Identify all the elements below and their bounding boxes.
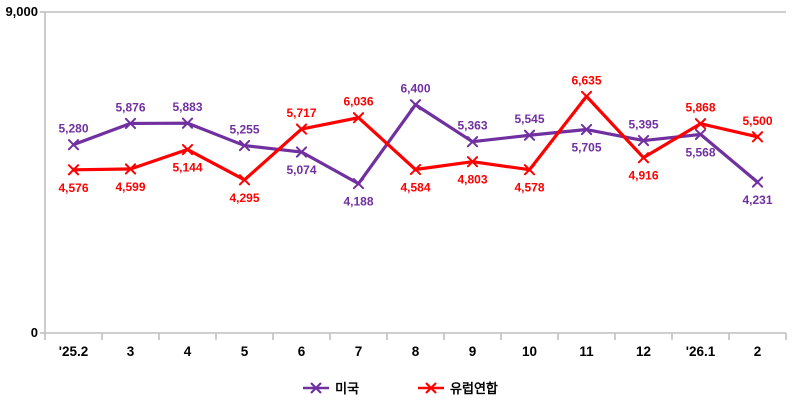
data-label: 4,584 [400, 181, 430, 195]
x-axis-tick-label: '25.2 [59, 344, 89, 359]
x-marker-icon [694, 128, 707, 141]
x-marker-icon [238, 174, 251, 186]
x-axis-tick-label: 9 [469, 344, 477, 359]
legend-label: 유럽연합 [450, 381, 498, 396]
x-axis-tick-label: 12 [636, 344, 651, 359]
x-marker-icon [181, 117, 194, 129]
x-marker-icon [523, 129, 536, 141]
data-label: 5,868 [685, 101, 715, 115]
data-label: 5,144 [172, 161, 202, 175]
data-label: 4,576 [58, 181, 88, 195]
data-label: 5,883 [172, 100, 202, 114]
x-axis-tick-label: 7 [355, 344, 363, 359]
x-axis-tick-label: 11 [579, 344, 594, 359]
x-axis-tick-label: 10 [522, 344, 537, 359]
x-marker-icon [466, 156, 479, 168]
x-axis-tick-label: '26.1 [686, 344, 716, 359]
x-marker-icon [295, 123, 308, 135]
legend-item-1: 유럽연합 [417, 378, 498, 397]
y-axis-tick-label-max: 9,000 [5, 4, 38, 19]
x-marker-icon [523, 164, 536, 176]
data-label: 4,231 [742, 193, 772, 207]
legend-x-marker-icon [418, 381, 445, 394]
data-label: 4,578 [514, 181, 544, 195]
data-label: 6,635 [571, 73, 601, 87]
x-axis-tick-label: 4 [184, 344, 192, 359]
data-label: 5,717 [286, 106, 316, 120]
data-label: 5,545 [514, 112, 544, 126]
legend-x-marker-icon [303, 381, 330, 394]
x-marker-icon [124, 163, 137, 175]
x-marker-icon [637, 152, 650, 164]
x-marker-icon [580, 90, 593, 102]
data-label: 4,916 [628, 169, 658, 183]
x-axis-tick-label: 6 [298, 344, 306, 359]
x-axis-tick-label: 3 [127, 344, 135, 359]
x-marker-icon [751, 176, 764, 188]
data-label: 4,295 [229, 191, 259, 205]
x-marker-icon [466, 136, 479, 148]
data-label: 5,876 [115, 100, 145, 114]
y-axis-tick-label-min: 0 [30, 325, 38, 340]
x-marker-icon [181, 143, 194, 156]
data-label: 4,599 [115, 180, 145, 194]
x-marker-icon [580, 123, 593, 136]
data-label: 5,363 [457, 119, 487, 133]
data-label: 6,400 [400, 82, 430, 96]
x-marker-icon [352, 178, 365, 190]
x-marker-icon [751, 131, 764, 143]
x-marker-icon [409, 99, 422, 111]
data-label: 5,395 [628, 118, 658, 132]
data-label: 4,188 [343, 195, 373, 209]
data-label: 5,568 [685, 145, 715, 159]
legend-label: 미국 [335, 381, 360, 396]
legend: 미국 유럽연합 [0, 378, 800, 397]
data-label: 5,280 [58, 122, 88, 136]
x-axis-tick-label: 8 [412, 344, 420, 359]
x-marker-icon [67, 139, 80, 151]
data-label: 5,705 [571, 141, 601, 155]
x-marker-icon [238, 139, 251, 152]
x-marker-icon [352, 112, 365, 124]
x-marker-icon [67, 164, 80, 176]
x-marker-icon [124, 117, 137, 130]
x-marker-icon [295, 146, 308, 158]
legend-item-0: 미국 [302, 378, 359, 397]
data-label: 4,803 [457, 173, 487, 187]
data-label: 5,255 [229, 123, 259, 137]
data-label: 5,074 [286, 163, 316, 177]
data-label: 6,036 [343, 95, 373, 109]
x-axis-tick-label: 2 [754, 344, 762, 359]
x-marker-icon [637, 134, 650, 147]
x-axis-tick-label: 5 [241, 344, 249, 359]
x-marker-icon [409, 163, 422, 176]
x-marker-icon [694, 118, 707, 130]
data-label: 5,500 [742, 114, 772, 128]
